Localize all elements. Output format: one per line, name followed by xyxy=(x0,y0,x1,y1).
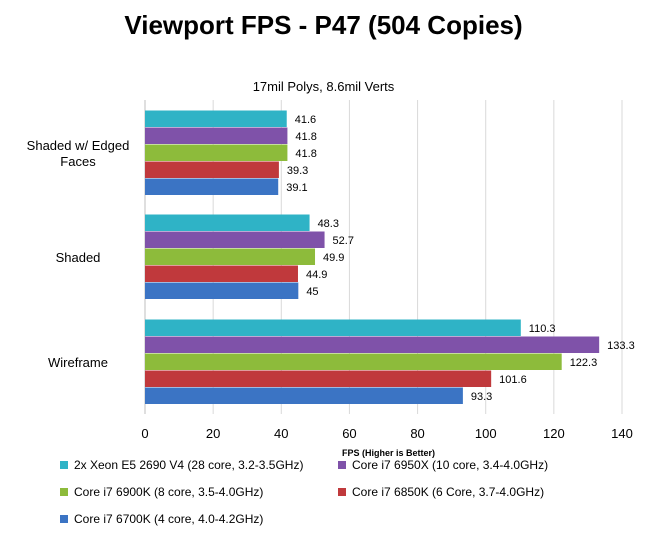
bar xyxy=(145,282,299,299)
bar xyxy=(145,370,492,387)
x-tick-label: 40 xyxy=(274,426,288,441)
legend-item: Core i7 6700K (4 core, 4.0-4.2GHz) xyxy=(60,512,263,526)
bar xyxy=(145,387,463,404)
bar xyxy=(145,110,287,127)
data-label: 39.1 xyxy=(286,182,307,194)
legend-item: Core i7 6850K (6 Core, 3.7-4.0GHz) xyxy=(338,485,544,499)
bar xyxy=(145,161,279,178)
data-label: 122.3 xyxy=(570,357,598,369)
legend-label: Core i7 6900K (8 core, 3.5-4.0GHz) xyxy=(74,485,264,499)
legend-label: Core i7 6950X (10 core, 3.4-4.0GHz) xyxy=(352,458,549,472)
data-label: 133.3 xyxy=(607,340,635,352)
x-tick-label: 60 xyxy=(342,426,356,441)
legend-swatch xyxy=(338,461,346,469)
x-axis-title: FPS (Higher is Better) xyxy=(342,448,435,458)
x-tick-label: 100 xyxy=(475,426,497,441)
bar xyxy=(145,127,288,144)
bar xyxy=(145,353,562,370)
legend-swatch xyxy=(338,488,346,496)
plot-area: 0 20 40 60 80 100 120 140 FPS (Higher is Better)… xyxy=(27,100,635,458)
chart-subtitle: 17mil Polys, 8.6mil Verts xyxy=(252,79,395,94)
chart-title: Viewport FPS - P47 (504 Copies) xyxy=(124,10,523,40)
legend-label: Core i7 6700K (4 core, 4.0-4.2GHz) xyxy=(74,512,264,526)
bar xyxy=(145,178,279,195)
x-tick-label: 0 xyxy=(141,426,148,441)
legend-item: 2x Xeon E5 2690 V4 (28 core, 3.2-3.5GHz) xyxy=(60,458,303,472)
x-tick-label: 120 xyxy=(543,426,565,441)
x-tick-label: 20 xyxy=(206,426,220,441)
legend-swatch xyxy=(60,461,68,469)
data-label: 41.8 xyxy=(295,131,316,143)
bar xyxy=(145,336,600,353)
category-label: Shaded w/ Edged Faces xyxy=(27,138,130,169)
data-label: 48.3 xyxy=(318,218,339,230)
legend-label: Core i7 6850K (6 Core, 3.7-4.0GHz) xyxy=(352,485,545,499)
legend-swatch xyxy=(60,488,68,496)
bar xyxy=(145,214,310,231)
bar xyxy=(145,265,298,282)
legend-item: Core i7 6900K (8 core, 3.5-4.0GHz) xyxy=(60,485,263,499)
data-label: 41.8 xyxy=(295,148,316,160)
legend-swatch xyxy=(60,515,68,523)
x-tick-label: 140 xyxy=(611,426,633,441)
data-label: 39.3 xyxy=(287,165,308,177)
data-label: 110.3 xyxy=(529,323,556,335)
legend-label: 2x Xeon E5 2690 V4 (28 core, 3.2-3.5GHz) xyxy=(74,458,304,472)
data-label: 49.9 xyxy=(323,252,344,264)
category-label: Wireframe xyxy=(48,355,108,370)
bar xyxy=(145,144,288,161)
data-label: 93.3 xyxy=(471,391,492,403)
data-label: 41.6 xyxy=(295,114,316,126)
data-label: 52.7 xyxy=(333,235,354,247)
data-label: 101.6 xyxy=(499,374,527,386)
data-label: 45 xyxy=(306,286,318,298)
x-tick-label: 80 xyxy=(410,426,424,441)
bar xyxy=(145,319,521,336)
bar xyxy=(145,231,325,248)
legend-item: Core i7 6950X (10 core, 3.4-4.0GHz) xyxy=(338,458,548,472)
category-label: Shaded xyxy=(56,250,101,265)
data-label: 44.9 xyxy=(306,269,327,281)
bar xyxy=(145,248,316,265)
